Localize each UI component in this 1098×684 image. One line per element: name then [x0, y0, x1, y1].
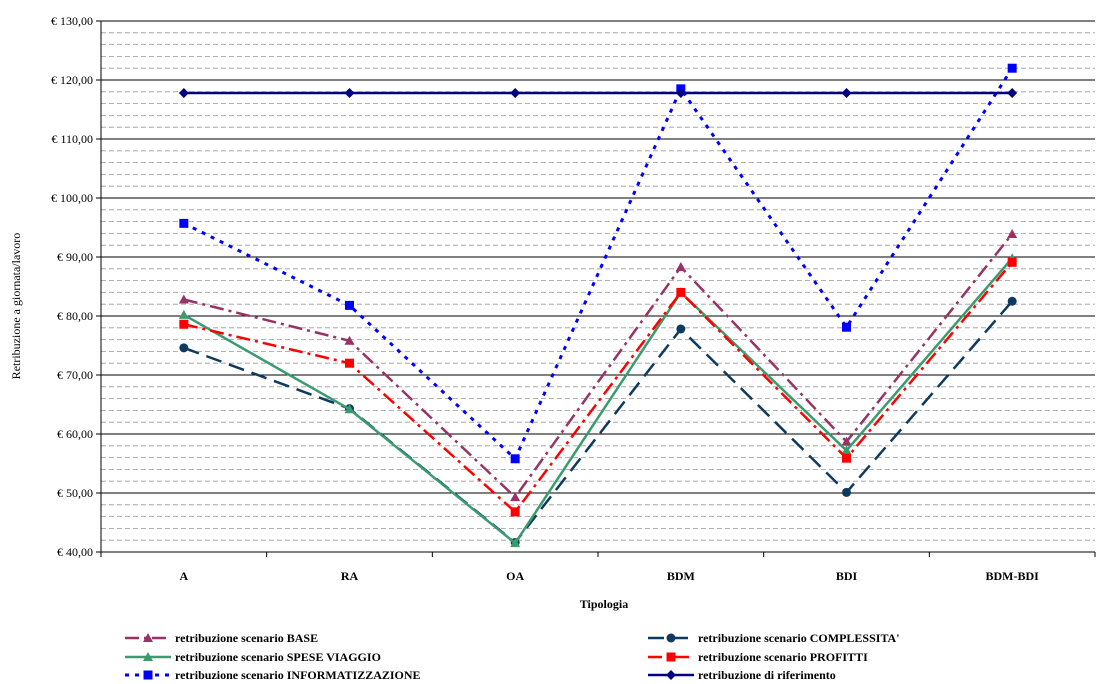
x-tick-label: BDI	[836, 569, 858, 583]
y-axis-title: Retribuzione a giornata/lavoro	[9, 233, 23, 380]
data-point	[345, 358, 354, 368]
legend-label: retribuzione di riferimento	[698, 668, 836, 682]
data-point	[1007, 63, 1017, 73]
series-line	[183, 233, 1014, 500]
data-point	[841, 445, 852, 455]
legend-item: retribuzione scenario INFORMATIZZAZIONE	[125, 668, 421, 682]
legend-marker	[143, 633, 153, 642]
data-point	[178, 294, 189, 304]
y-tick-label: € 120,00	[51, 73, 93, 87]
data-point	[344, 335, 355, 345]
legend-marker	[666, 652, 676, 662]
legend-item: retribuzione scenario COMPLESSITA'	[648, 631, 900, 645]
data-point	[1007, 228, 1018, 238]
x-tick-label: RA	[341, 569, 359, 583]
y-tick-label: € 90,00	[57, 250, 93, 264]
data-point	[842, 322, 851, 332]
data-point	[345, 300, 354, 310]
legend-item: retribuzione scenario BASE	[125, 631, 318, 645]
data-point	[510, 492, 521, 502]
series-4	[179, 63, 1017, 464]
data-point	[841, 436, 852, 446]
series-line	[183, 67, 1014, 462]
x-tick-label: A	[179, 569, 188, 583]
legend-label: retribuzione scenario COMPLESSITA'	[698, 631, 900, 645]
series-line	[183, 257, 1014, 545]
data-point	[676, 287, 686, 297]
series-line	[183, 300, 1014, 545]
legend-marker	[666, 670, 676, 680]
data-point	[675, 262, 686, 272]
data-point	[179, 319, 189, 329]
data-point	[179, 218, 189, 228]
data-point	[510, 507, 520, 517]
legend-marker	[143, 670, 153, 680]
data-point	[675, 87, 686, 98]
data-point	[676, 324, 686, 334]
series-0	[178, 228, 1018, 502]
y-tick-label: € 80,00	[57, 309, 93, 323]
legend: retribuzione scenario BASE retribuzione s…	[125, 631, 900, 682]
data-point	[1007, 296, 1017, 306]
data-point	[179, 343, 189, 353]
legend-label: retribuzione scenario SPESE VIAGGIO	[175, 650, 381, 664]
y-tick-label: € 130,00	[51, 14, 93, 28]
y-tick-label: € 100,00	[51, 191, 93, 205]
y-tick-label: € 50,00	[57, 486, 93, 500]
legend-label: retribuzione scenario BASE	[175, 631, 318, 645]
legend-marker	[143, 652, 153, 661]
y-tick-label: € 110,00	[51, 132, 93, 146]
legend-label: retribuzione scenario INFORMATIZZAZIONE	[175, 668, 421, 682]
series-5	[178, 87, 1018, 98]
data-point	[842, 453, 851, 463]
data-point	[510, 87, 521, 98]
data-point	[178, 87, 189, 98]
data-point	[1007, 87, 1018, 98]
series-2	[178, 253, 1018, 548]
x-tick-label: BDM	[667, 569, 695, 583]
series-lines	[178, 63, 1018, 548]
data-point	[178, 309, 189, 319]
y-tick-label: € 40,00	[57, 545, 93, 559]
series-line	[183, 261, 1014, 514]
data-point	[1007, 257, 1017, 267]
legend-item: retribuzione scenario SPESE VIAGGIO	[125, 650, 381, 664]
legend-item: retribuzione di riferimento	[648, 668, 836, 682]
legend-label: retribuzione scenario PROFITTI	[698, 650, 868, 664]
legend-marker	[666, 633, 676, 643]
data-point	[841, 87, 852, 98]
data-point	[344, 404, 355, 414]
axes	[96, 20, 1096, 557]
data-point	[842, 487, 851, 497]
series-3	[179, 257, 1017, 517]
y-tick-label: € 70,00	[57, 368, 93, 382]
legend-item: retribuzione scenario PROFITTI	[648, 650, 868, 664]
x-axis-title: Tipologia	[580, 597, 628, 611]
data-point	[510, 454, 520, 464]
y-tick-labels: € 40,00 € 50,00 € 60,00 € 70,00 € 80,00 € 90,…	[51, 14, 93, 559]
y-tick-label: € 60,00	[57, 427, 93, 441]
gridlines	[101, 20, 1095, 541]
data-point	[510, 538, 521, 548]
data-point	[344, 87, 355, 98]
x-tick-labels: A RA OA BDM BDI BDM-BDI	[179, 569, 1039, 583]
x-tick-label: OA	[506, 569, 524, 583]
x-tick-label: BDM-BDI	[985, 569, 1039, 583]
